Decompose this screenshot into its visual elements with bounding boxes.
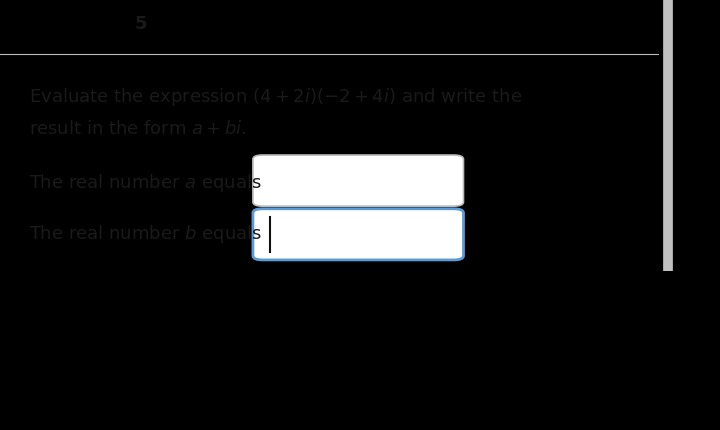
Text: 5: 5 (134, 15, 147, 33)
Text: The real number $b$ equals: The real number $b$ equals (29, 223, 262, 246)
Text: The real number $a$ equals: The real number $a$ equals (29, 172, 261, 194)
FancyBboxPatch shape (253, 209, 464, 260)
Text: result in the form $a + bi$.: result in the form $a + bi$. (29, 120, 246, 138)
FancyBboxPatch shape (253, 155, 464, 206)
Text: Evaluate the expression $(4+2i)(-2+4i)$ and write the: Evaluate the expression $(4+2i)(-2+4i)$ … (29, 86, 522, 108)
